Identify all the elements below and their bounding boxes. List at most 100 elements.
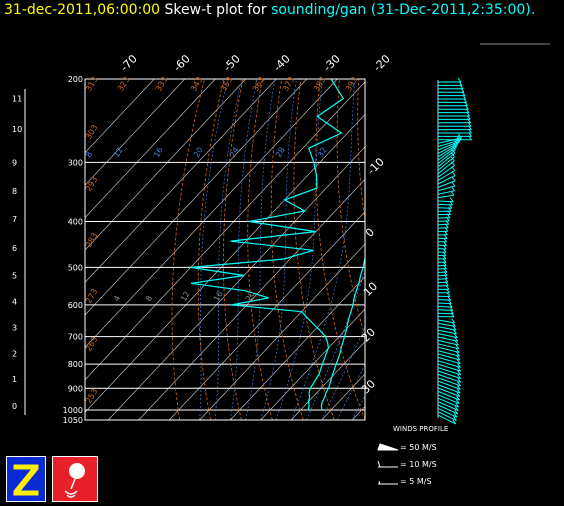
wind-barb-flag [456, 392, 461, 397]
temp-top-label: -40 [271, 52, 293, 74]
moist-adiabat [336, 363, 365, 420]
mixing-ratio-label: 24 [228, 146, 241, 159]
isotherm [260, 308, 365, 420]
temp-top-label: -20 [371, 52, 393, 74]
wind-barb-flag [453, 142, 457, 148]
isotherm [230, 276, 365, 420]
dry-adiabat [455, 79, 564, 420]
temp-right-label: 30 [359, 377, 378, 396]
wind-barb-flag [466, 115, 471, 120]
radar-logo-icon[interactable] [52, 456, 98, 502]
isotherm [138, 178, 365, 420]
dry-adiabat-label: 383 [312, 75, 327, 93]
wind-barb-flag [445, 216, 450, 222]
wind-barb [437, 322, 456, 327]
wind-barb-flag [442, 244, 447, 250]
wind-barb-flag [456, 351, 461, 357]
profiles [190, 79, 365, 411]
isotherm [85, 79, 185, 186]
temp-top-label: -70 [118, 52, 140, 74]
title-middle: Skew-t plot for [164, 2, 267, 18]
wind-barb-flag [457, 374, 462, 379]
wind-barb-flag [451, 148, 456, 154]
wind-barb [437, 165, 455, 178]
wind-barb-flag [456, 136, 461, 142]
wind-barb-flag [452, 325, 457, 331]
pressure-label-900: 900 [68, 384, 83, 393]
height-label-4: 4 [12, 297, 17, 306]
title-obs-time: (31-Dec-2011,2:35:00). [370, 2, 536, 18]
wind-barb-flag [443, 274, 448, 280]
dry-adiabat [513, 79, 564, 420]
wind-barb-flag [442, 241, 447, 246]
wind-barb-flag [455, 344, 460, 350]
wind-barb [437, 346, 460, 353]
wind-barb [437, 397, 459, 408]
wind-barb-flag [442, 251, 447, 257]
wind-barb [437, 387, 461, 397]
legend-title: WINDS PROFILE [393, 425, 449, 433]
wind-barb-flag [451, 322, 456, 327]
pressure-label-600: 600 [68, 301, 83, 310]
dry-adiabat [378, 79, 458, 420]
wind-barb-flag [442, 258, 447, 263]
wind-barb [437, 144, 458, 158]
legend-item-5: = 5 M/S [400, 477, 432, 486]
mixing-ratio-label: 8 [84, 150, 94, 159]
wind-barb-flag [468, 135, 473, 141]
chart-title: 31-dec-2011,06:00:00 Skew-t plot for sou… [4, 2, 535, 18]
wind-barb-flag [442, 248, 447, 253]
wind-barb-flag [442, 261, 447, 266]
z-logo-icon[interactable] [6, 456, 46, 502]
wind-barb-flag [453, 333, 458, 338]
isotherm [291, 341, 365, 420]
wind-barb [437, 363, 461, 372]
plot-frame [84, 78, 366, 421]
wind-barb [437, 156, 455, 171]
wind-barb-flag [457, 133, 462, 139]
pressure-label-800: 800 [68, 360, 83, 369]
mixing-ratio-label: 20 [244, 290, 257, 303]
wind-barb-flag [467, 118, 472, 124]
wind-barb-flag [455, 348, 460, 353]
wind-barb-flag [453, 412, 458, 418]
dry-adiabat [247, 79, 273, 420]
wind-barb-flag [446, 292, 451, 297]
isotherm [85, 79, 307, 316]
dry-adiabat-label: 323 [116, 75, 131, 93]
wind-barb [437, 220, 450, 222]
wind-barb-flag [451, 171, 456, 176]
wind-barb [437, 404, 458, 415]
title-date: 31-dec-2011,06:00:00 [4, 2, 161, 18]
wind-barb-flag [468, 128, 472, 134]
wind-barb [437, 339, 459, 346]
wind-barb [437, 152, 456, 168]
dry-adiabat-label: 363 [251, 75, 266, 93]
wind-barb-flag [443, 271, 448, 276]
height-label-6: 6 [12, 244, 17, 253]
wind-barb-flag [448, 302, 453, 308]
moist-adiabat [245, 79, 276, 420]
temp-top-label: -50 [221, 52, 243, 74]
wind-barb-flag [457, 377, 462, 383]
wind-barb [437, 319, 455, 324]
dry-adiabat-label: 293 [84, 175, 99, 193]
mixing-ratio-label: 12 [112, 146, 125, 159]
height-label-10: 10 [12, 125, 22, 134]
wind-barb-flag [457, 370, 462, 376]
wind-barb [437, 373, 461, 383]
wind-barb-flag [450, 312, 455, 318]
wind-barb-flag [450, 156, 455, 162]
dry-adiabat-label: 283 [84, 231, 99, 249]
wind-barb-flag [457, 77, 462, 83]
isotherm [352, 405, 365, 420]
dry-adiabat-label: 313 [84, 75, 99, 93]
wind-barb-flag [445, 220, 450, 225]
wind-barb-flag [449, 306, 454, 311]
moist-adiabat [306, 269, 365, 420]
wind-barb-flag [451, 181, 456, 187]
moist-adiabat [260, 79, 297, 420]
wind-barb-flag [444, 223, 449, 228]
height-label-9: 9 [12, 158, 17, 167]
